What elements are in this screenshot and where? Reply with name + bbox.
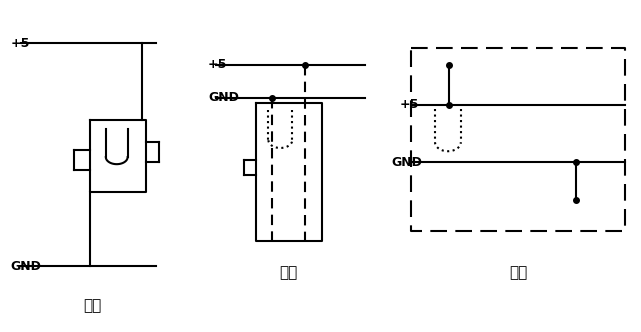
Text: GND: GND — [11, 260, 42, 273]
Text: +5: +5 — [399, 98, 419, 111]
Text: GND: GND — [392, 155, 422, 169]
Text: +5: +5 — [11, 37, 30, 49]
Text: 较好: 较好 — [279, 266, 297, 281]
Text: 最好: 最好 — [509, 266, 528, 281]
Text: GND: GND — [208, 91, 239, 104]
Text: 不好: 不好 — [83, 298, 101, 313]
Text: +5: +5 — [208, 58, 228, 71]
